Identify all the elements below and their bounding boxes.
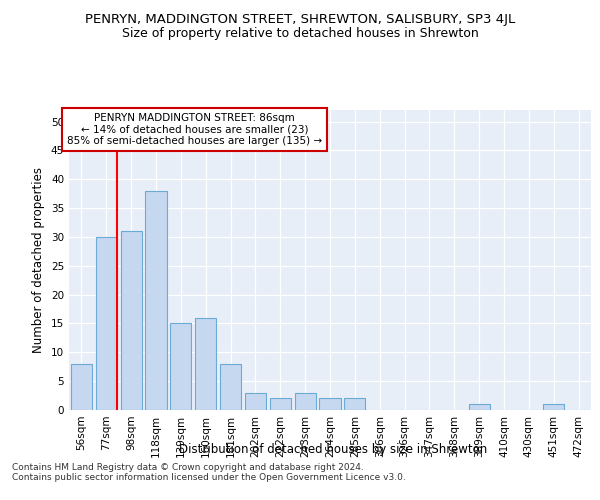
Bar xyxy=(121,231,142,410)
Text: PENRYN, MADDINGTON STREET, SHREWTON, SALISBURY, SP3 4JL: PENRYN, MADDINGTON STREET, SHREWTON, SAL… xyxy=(85,12,515,26)
Bar xyxy=(170,324,191,410)
Text: PENRYN MADDINGTON STREET: 86sqm
← 14% of detached houses are smaller (23)
85% of: PENRYN MADDINGTON STREET: 86sqm ← 14% of… xyxy=(67,113,322,146)
Bar xyxy=(245,392,266,410)
Bar xyxy=(270,398,291,410)
Bar xyxy=(96,237,117,410)
Text: Contains public sector information licensed under the Open Government Licence v3: Contains public sector information licen… xyxy=(12,474,406,482)
Bar xyxy=(319,398,341,410)
Text: Size of property relative to detached houses in Shrewton: Size of property relative to detached ho… xyxy=(122,28,478,40)
Bar xyxy=(71,364,92,410)
Bar xyxy=(220,364,241,410)
Y-axis label: Number of detached properties: Number of detached properties xyxy=(32,167,46,353)
Bar xyxy=(195,318,216,410)
Bar xyxy=(543,404,564,410)
Bar xyxy=(344,398,365,410)
Text: Distribution of detached houses by size in Shrewton: Distribution of detached houses by size … xyxy=(179,442,487,456)
Bar xyxy=(145,191,167,410)
Bar xyxy=(469,404,490,410)
Bar xyxy=(295,392,316,410)
Text: Contains HM Land Registry data © Crown copyright and database right 2024.: Contains HM Land Registry data © Crown c… xyxy=(12,464,364,472)
